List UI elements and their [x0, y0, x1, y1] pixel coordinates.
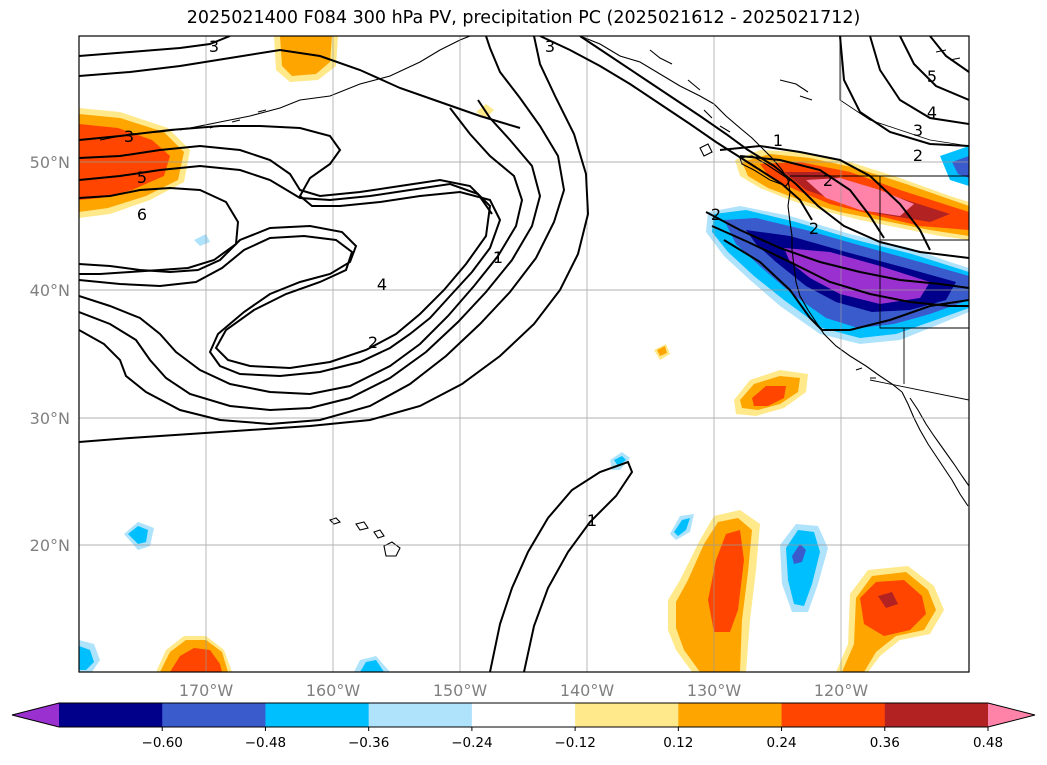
pv-contours	[79, 36, 969, 672]
colorbar-segment	[162, 703, 266, 727]
pv-label: 2	[823, 171, 833, 190]
colorbar-tick-label: 0.24	[767, 735, 797, 751]
colorbar-extension-high	[988, 703, 1035, 727]
colorbar-tick-label: −0.12	[554, 735, 595, 751]
colorbar-segment	[884, 703, 989, 727]
lon-label: 150°W	[433, 681, 488, 700]
colorbar-segment	[368, 703, 473, 727]
pv-label: 1	[773, 131, 783, 150]
colorbar-tick-label: −0.24	[451, 735, 492, 751]
colorbar-segment	[59, 703, 163, 727]
pv-contour-labels: 3 3 3 5 6 4 2 1 1 1 2 3 4 5 2 2 2	[124, 37, 937, 530]
lat-label: 30°N	[30, 409, 70, 428]
colorbar-tick-label: −0.48	[245, 735, 286, 751]
pv-label: 2	[809, 219, 819, 238]
lat-labels: 50°N 40°N 30°N 20°N	[30, 153, 70, 555]
pv-label: 2	[913, 146, 923, 165]
colorbar-segment	[781, 703, 886, 727]
colorbar-outline	[11, 702, 1036, 728]
colorbar-tick-label: −0.36	[348, 735, 389, 751]
lon-label: 130°W	[687, 681, 742, 700]
colorbar: −0.60 −0.48 −0.36 −0.24 −0.12 0.12 0.24 0.36 0.4…	[11, 702, 1036, 751]
pv-label: 2	[711, 205, 721, 224]
lon-label: 120°W	[814, 681, 869, 700]
coastlines	[99, 36, 969, 557]
gridlines	[79, 36, 969, 672]
pv-label: 4	[377, 275, 387, 294]
map-title: 2025021400 F084 300 hPa PV, precipitatio…	[186, 8, 861, 28]
colorbar-extension-low	[12, 703, 59, 727]
pv-label: 6	[137, 205, 147, 224]
pv-label: 3	[913, 121, 923, 140]
colorbar-segment	[471, 703, 576, 727]
colorbar-tick-label: 0.48	[973, 735, 1003, 751]
colorbar-segment	[575, 703, 679, 727]
colorbar-tick-label: 0.12	[663, 735, 693, 751]
lon-labels: 170°W 160°W 150°W 140°W 130°W 120°W	[179, 681, 869, 700]
map-frame	[78, 35, 970, 673]
colorbar-segment	[678, 703, 783, 727]
colorbar-segment	[265, 703, 370, 727]
pv-label: 3	[124, 127, 134, 146]
colorbar-tick-label: −0.60	[142, 735, 183, 751]
lat-label: 20°N	[30, 536, 70, 555]
lat-label: 40°N	[30, 281, 70, 300]
pv-label: 1	[587, 511, 597, 530]
pv-label: 4	[927, 103, 937, 122]
pv-label: 3	[209, 37, 219, 56]
pv-label: 5	[137, 168, 147, 187]
lat-label: 50°N	[30, 153, 70, 172]
colorbar-tick-label: 0.36	[870, 735, 900, 751]
lon-label: 160°W	[306, 681, 361, 700]
lon-label: 170°W	[179, 681, 234, 700]
pv-label: 5	[927, 67, 937, 86]
pv-label: 2	[368, 333, 378, 352]
pv-label: 3	[545, 37, 555, 56]
lon-label: 140°W	[560, 681, 615, 700]
pv-label: 1	[493, 248, 503, 267]
